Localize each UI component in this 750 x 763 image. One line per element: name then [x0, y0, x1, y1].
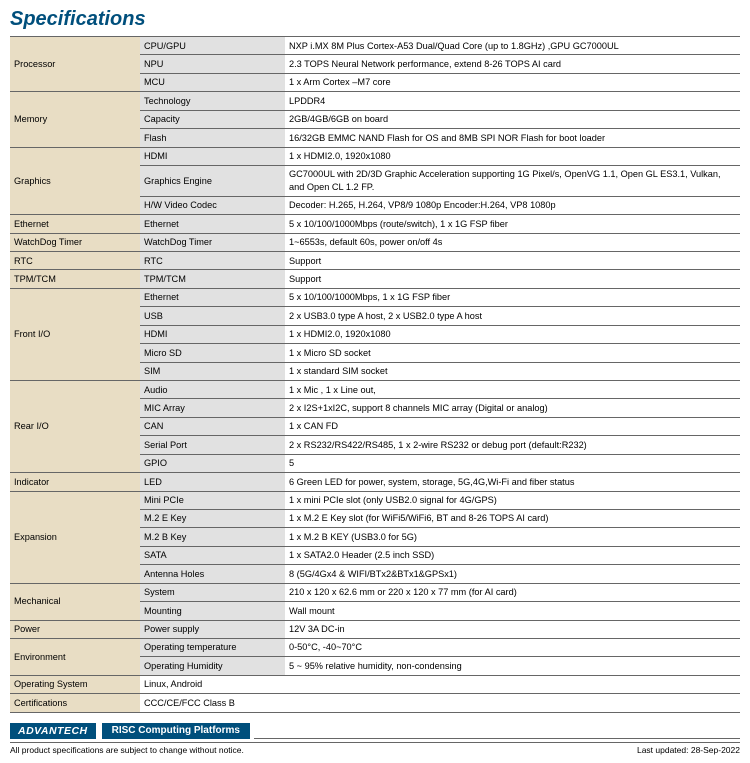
subcategory-cell: Flash — [140, 129, 285, 147]
value-cell: 1 x Micro SD socket — [285, 344, 740, 362]
subcategory-cell: MCU — [140, 73, 285, 91]
category-cell: Processor — [10, 37, 140, 92]
value-cell: NXP i.MX 8M Plus Cortex-A53 Dual/Quad Co… — [285, 37, 740, 55]
value-cell: 2GB/4GB/6GB on board — [285, 110, 740, 128]
value-cell: 8 (5G/4Gx4 & WIFI/BTx2&BTx1&GPSx1) — [285, 565, 740, 583]
category-cell: Memory — [10, 92, 140, 147]
subcategory-cell: TPM/TCM — [140, 270, 285, 288]
value-cell: Decoder: H.265, H.264, VP8/9 1080p Encod… — [285, 196, 740, 214]
subcategory-cell: M.2 E Key — [140, 509, 285, 527]
category-cell: Graphics — [10, 147, 140, 215]
subcategory-cell: Operating Humidity — [140, 657, 285, 675]
subcategory-cell: H/W Video Codec — [140, 196, 285, 214]
value-cell: CCC/CE/FCC Class B — [140, 694, 740, 712]
value-cell: 1 x M.2 B KEY (USB3.0 for 5G) — [285, 528, 740, 546]
subcategory-cell: Graphics Engine — [140, 165, 285, 196]
value-cell: 1 x SATA2.0 Header (2.5 inch SSD) — [285, 546, 740, 564]
subcategory-cell: Power supply — [140, 620, 285, 638]
value-cell: 1 x HDMI2.0, 1920x1080 — [285, 147, 740, 165]
subcategory-cell: NPU — [140, 55, 285, 73]
subcategory-cell: HDMI — [140, 325, 285, 343]
subcategory-cell: Capacity — [140, 110, 285, 128]
value-cell: 0-50°C, -40~70°C — [285, 638, 740, 656]
subcategory-cell: M.2 B Key — [140, 528, 285, 546]
footer-bar: ADVANTECH RISC Computing Platforms — [10, 723, 740, 739]
subcategory-cell: Technology — [140, 92, 285, 110]
subcategory-cell: System — [140, 583, 285, 601]
subcategory-cell: Ethernet — [140, 215, 285, 233]
category-cell: Front I/O — [10, 288, 140, 380]
value-cell: 1 x standard SIM socket — [285, 362, 740, 380]
value-cell: 12V 3A DC-in — [285, 620, 740, 638]
subcategory-cell: Operating temperature — [140, 638, 285, 656]
section-title: Specifications — [10, 8, 740, 31]
subcategory-cell: Ethernet — [140, 288, 285, 306]
category-cell: Certifications — [10, 694, 140, 712]
value-cell: 5 x 10/100/1000Mbps (route/switch), 1 x … — [285, 215, 740, 233]
value-cell: Support — [285, 270, 740, 288]
category-cell: TPM/TCM — [10, 270, 140, 288]
category-cell: Expansion — [10, 491, 140, 583]
subcategory-cell: CAN — [140, 417, 285, 435]
value-cell: 1 x Arm Cortex –M7 core — [285, 73, 740, 91]
value-cell: 1 x mini PCIe slot (only USB2.0 signal f… — [285, 491, 740, 509]
value-cell: 2 x I2S+1xI2C, support 8 channels MIC ar… — [285, 399, 740, 417]
category-cell: Environment — [10, 638, 140, 675]
value-cell: Support — [285, 252, 740, 270]
subcategory-cell: LED — [140, 473, 285, 491]
subcategory-cell: RTC — [140, 252, 285, 270]
subcategory-cell: SIM — [140, 362, 285, 380]
value-cell: 1 x HDMI2.0, 1920x1080 — [285, 325, 740, 343]
category-cell: Indicator — [10, 473, 140, 491]
subcategory-cell: WatchDog Timer — [140, 233, 285, 251]
category-cell: Rear I/O — [10, 381, 140, 473]
value-cell: 16/32GB EMMC NAND Flash for OS and 8MB S… — [285, 129, 740, 147]
category-cell: RTC — [10, 252, 140, 270]
footnotes: All product specifications are subject t… — [10, 742, 740, 755]
value-cell: 2 x USB3.0 type A host, 2 x USB2.0 type … — [285, 307, 740, 325]
subcategory-cell: Serial Port — [140, 436, 285, 454]
subcategory-cell: USB — [140, 307, 285, 325]
subcategory-cell: Audio — [140, 381, 285, 399]
subcategory-cell: MIC Array — [140, 399, 285, 417]
value-cell: 5 ~ 95% relative humidity, non-condensin… — [285, 657, 740, 675]
brand-logo: ADVANTECH — [10, 723, 96, 739]
value-cell: 2 x RS232/RS422/RS485, 1 x 2-wire RS232 … — [285, 436, 740, 454]
subcategory-cell: Mounting — [140, 602, 285, 620]
value-cell: Wall mount — [285, 602, 740, 620]
platform-label: RISC Computing Platforms — [102, 723, 250, 739]
category-cell: Operating System — [10, 675, 140, 693]
value-cell: 1 x CAN FD — [285, 417, 740, 435]
value-cell: 1~6553s, default 60s, power on/off 4s — [285, 233, 740, 251]
category-cell: Power — [10, 620, 140, 638]
subcategory-cell: Antenna Holes — [140, 565, 285, 583]
category-cell: Mechanical — [10, 583, 140, 620]
subcategory-cell: GPIO — [140, 454, 285, 472]
disclaimer-text: All product specifications are subject t… — [10, 745, 244, 755]
value-cell: 6 Green LED for power, system, storage, … — [285, 473, 740, 491]
last-updated-text: Last updated: 28-Sep-2022 — [637, 745, 740, 755]
value-cell: 5 x 10/100/1000Mbps, 1 x 1G FSP fiber — [285, 288, 740, 306]
subcategory-cell: Micro SD — [140, 344, 285, 362]
value-cell: 5 — [285, 454, 740, 472]
category-cell: WatchDog Timer — [10, 233, 140, 251]
value-cell: 1 x Mic , 1 x Line out, — [285, 381, 740, 399]
value-cell: 1 x M.2 E Key slot (for WiFi5/WiFi6, BT … — [285, 509, 740, 527]
subcategory-cell: CPU/GPU — [140, 37, 285, 55]
spec-table: ProcessorCPU/GPUNXP i.MX 8M Plus Cortex-… — [10, 36, 740, 713]
value-cell: GC7000UL with 2D/3D Graphic Acceleration… — [285, 165, 740, 196]
subcategory-cell: HDMI — [140, 147, 285, 165]
category-cell: Ethernet — [10, 215, 140, 233]
value-cell: Linux, Android — [140, 675, 740, 693]
subcategory-cell: Mini PCIe — [140, 491, 285, 509]
subcategory-cell: SATA — [140, 546, 285, 564]
value-cell: 2.3 TOPS Neural Network performance, ext… — [285, 55, 740, 73]
value-cell: LPDDR4 — [285, 92, 740, 110]
value-cell: 210 x 120 x 62.6 mm or 220 x 120 x 77 mm… — [285, 583, 740, 601]
